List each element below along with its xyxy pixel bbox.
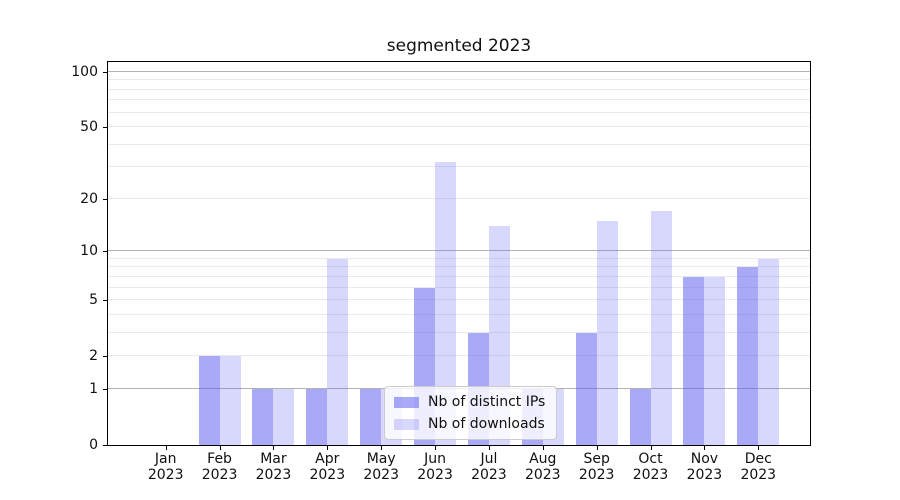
x-tick-mark-jul [488, 446, 490, 450]
bar-mar-distinct-ips [252, 388, 274, 445]
y-tick-label-50: 50 [80, 119, 98, 136]
bar-group-feb [198, 356, 241, 445]
plot-area: Nb of distinct IPs Nb of downloads [107, 61, 811, 446]
x-tick-mark-nov [704, 446, 706, 450]
legend-swatch-downloads [394, 418, 419, 430]
x-tick-label-jun: Jun 2023 [417, 451, 453, 483]
x-tick-mark-mar [273, 446, 275, 450]
x-tick-mark-apr [327, 446, 329, 450]
y-tick-mark-20 [103, 198, 107, 200]
gridline-7 [108, 275, 810, 277]
y-tick-label-1: 1 [89, 380, 98, 397]
bar-nov-downloads [704, 276, 726, 445]
x-tick-label-nov: Nov 2023 [686, 451, 723, 483]
x-tick-label-mar: Mar 2023 [255, 451, 292, 483]
chart-title: segmented 2023 [386, 36, 532, 56]
gridline-4 [108, 313, 810, 315]
y-tick-label-10: 10 [80, 243, 98, 260]
bar-oct-downloads [650, 211, 672, 445]
gridline-2 [108, 355, 810, 357]
y-tick-mark-0 [103, 445, 107, 446]
bar-apr-distinct-ips [306, 388, 328, 445]
y-tick-label-100: 100 [71, 63, 98, 80]
gridline-10 [108, 250, 810, 252]
gridline-8 [108, 266, 810, 268]
x-tick-label-aug: Aug 2023 [524, 451, 561, 483]
bar-group-oct [629, 211, 672, 445]
x-tick-label-apr: Apr 2023 [309, 451, 346, 483]
gridline-80 [108, 88, 810, 90]
bar-jun-downloads [435, 162, 457, 445]
x-tick-label-jul: Jul 2023 [471, 451, 507, 483]
x-tick-label-feb: Feb 2023 [201, 451, 238, 483]
x-tick-mark-jan [165, 446, 167, 450]
bar-group-mar [252, 388, 295, 445]
gridline-50 [108, 126, 810, 128]
x-tick-label-dec: Dec 2023 [740, 451, 777, 483]
gridline-3 [108, 331, 810, 333]
bar-dec-downloads [758, 258, 780, 445]
y-tick-label-2: 2 [89, 348, 98, 365]
legend-label-downloads: Nb of downloads [428, 416, 545, 432]
gridline-20 [108, 197, 810, 199]
gridline-5 [108, 299, 810, 301]
y-tick-label-0: 0 [89, 437, 98, 453]
x-tick-mark-may [381, 446, 383, 450]
bar-may-distinct-ips [360, 388, 382, 445]
bar-oct-distinct-ips [629, 388, 651, 445]
bar-apr-downloads [327, 258, 349, 445]
legend-label-distinct-ips: Nb of distinct IPs [428, 394, 546, 410]
legend-item-downloads: Nb of downloads [394, 416, 545, 432]
bar-feb-downloads [219, 356, 241, 445]
legend: Nb of distinct IPs Nb of downloads [384, 386, 558, 440]
x-tick-mark-feb [219, 446, 221, 450]
gridline-40 [108, 143, 810, 145]
x-tick-mark-sep [596, 446, 598, 450]
legend-swatch-distinct-ips [394, 396, 419, 408]
legend-item-distinct-ips: Nb of distinct IPs [394, 394, 545, 410]
x-tick-label-sep: Sep 2023 [578, 451, 615, 483]
x-tick-mark-aug [542, 446, 544, 450]
bar-nov-distinct-ips [683, 276, 705, 445]
y-tick-mark-5 [103, 300, 107, 302]
x-tick-label-oct: Oct 2023 [632, 451, 669, 483]
bar-mar-downloads [273, 388, 295, 445]
bar-sep-distinct-ips [575, 332, 597, 445]
bar-dec-distinct-ips [737, 267, 759, 445]
y-tick-label-20: 20 [80, 190, 98, 207]
bar-group-sep [575, 220, 618, 445]
bar-group-dec [737, 258, 780, 445]
x-tick-mark-jun [435, 446, 437, 450]
gridline-60 [108, 111, 810, 113]
gridline-6 [108, 286, 810, 288]
gridline-100 [108, 70, 810, 72]
x-tick-label-jan: Jan 2023 [147, 451, 184, 483]
bar-sep-downloads [596, 220, 618, 445]
bar-group-apr [306, 258, 349, 445]
bar-group-nov [683, 276, 726, 445]
gridline-9 [108, 257, 810, 259]
x-tick-mark-dec [758, 446, 760, 450]
y-tick-label-5: 5 [89, 292, 98, 309]
y-tick-mark-10 [103, 251, 107, 253]
gridline-30 [108, 166, 810, 168]
x-tick-label-may: May 2023 [363, 451, 399, 483]
gridline-70 [108, 99, 810, 101]
x-tick-mark-oct [650, 446, 652, 450]
y-tick-mark-50 [103, 127, 107, 129]
y-tick-mark-2 [103, 356, 107, 358]
bar-feb-distinct-ips [198, 356, 220, 445]
gridline-90 [108, 79, 810, 81]
y-tick-mark-1 [103, 388, 107, 390]
y-tick-mark-100 [103, 71, 107, 73]
